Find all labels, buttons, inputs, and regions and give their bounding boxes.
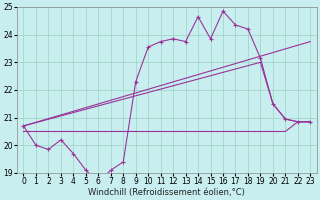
X-axis label: Windchill (Refroidissement éolien,°C): Windchill (Refroidissement éolien,°C) bbox=[88, 188, 245, 197]
